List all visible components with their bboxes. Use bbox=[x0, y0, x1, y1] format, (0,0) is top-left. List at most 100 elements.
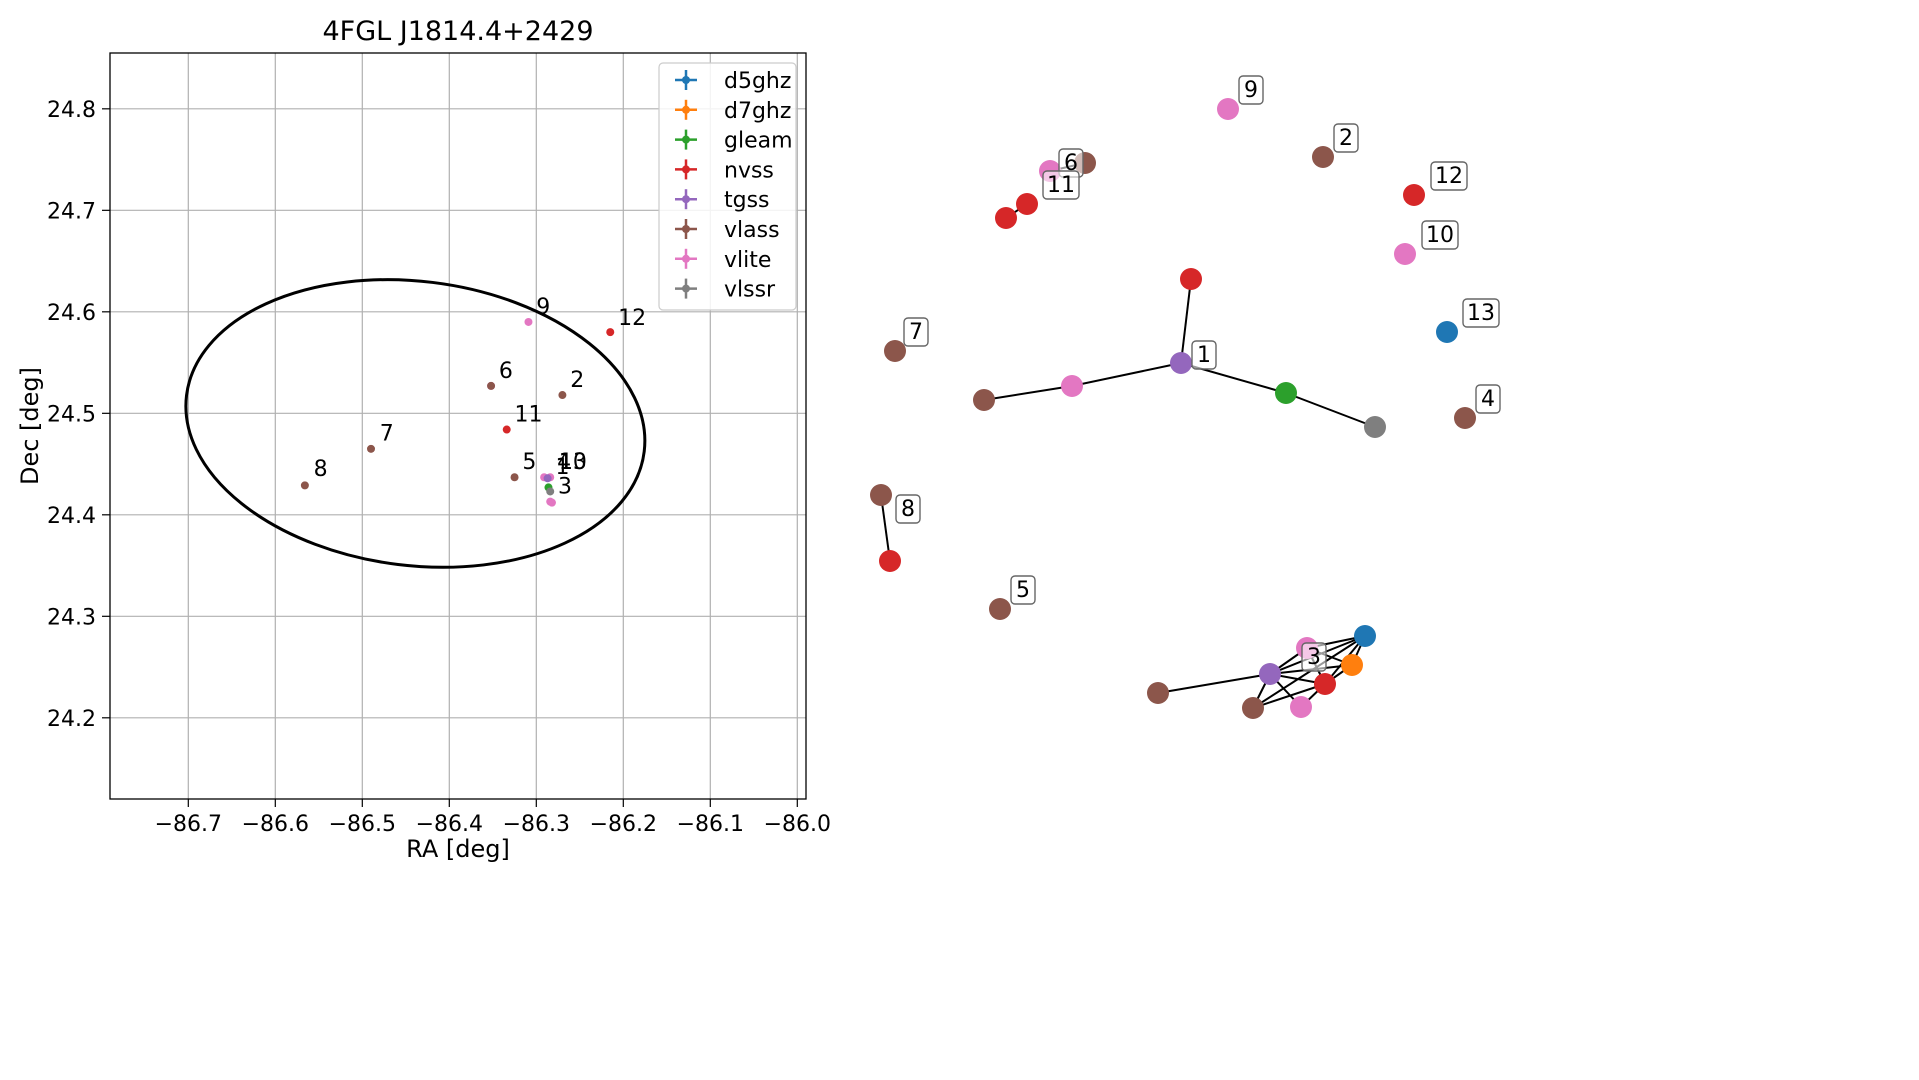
x-tick-label: −86.6 bbox=[242, 812, 309, 837]
graph-label-box bbox=[903, 317, 929, 347]
graph-label-box bbox=[1430, 161, 1468, 191]
graph-label-text: 2 bbox=[1339, 126, 1353, 151]
graph-label-box bbox=[1191, 340, 1217, 370]
x-tick-label: −86.0 bbox=[764, 812, 831, 837]
legend-entry-tgss: tgss bbox=[675, 188, 770, 213]
network-edge bbox=[1157, 673, 1271, 694]
network-node bbox=[1312, 146, 1334, 168]
network-node bbox=[1275, 382, 1297, 404]
graph-label-text: 11 bbox=[1047, 173, 1075, 198]
data-point bbox=[367, 444, 375, 453]
legend-marker bbox=[682, 284, 690, 293]
association-network: 9 2 611 12 10 13 7 1 4 8 5 3 bbox=[870, 75, 1501, 719]
data-point bbox=[502, 425, 511, 434]
network-edge bbox=[1180, 278, 1192, 364]
point-label: 3 bbox=[558, 474, 572, 499]
point-label: 11 bbox=[515, 402, 543, 427]
legend-entry-d7ghz: d7ghz bbox=[675, 99, 791, 124]
x-tick-label: −86.2 bbox=[590, 812, 657, 837]
graph-label-text: 7 bbox=[909, 320, 923, 345]
network-edge bbox=[983, 385, 1073, 401]
y-axis-label: Dec [deg] bbox=[16, 367, 44, 485]
y-tick-label: 24.4 bbox=[47, 504, 96, 529]
legend-label: vlssr bbox=[724, 278, 776, 303]
legend: d5ghz d7ghz gleam nvss tgss vlass vlite vlssr bbox=[658, 62, 797, 311]
point-label: 9 bbox=[536, 295, 550, 320]
x-axis-label: RA [deg] bbox=[406, 835, 510, 863]
network-edge bbox=[1071, 362, 1182, 387]
legend-marker bbox=[682, 76, 690, 84]
network-edge bbox=[1252, 635, 1366, 709]
data-point bbox=[547, 498, 556, 507]
graph-node-label: 12 bbox=[1430, 161, 1468, 191]
point-label: 2 bbox=[570, 368, 584, 393]
graph-node-label: 7 bbox=[903, 317, 929, 347]
graph-label-box bbox=[1333, 123, 1359, 153]
graph-label-box bbox=[1301, 642, 1327, 672]
graph-label-box bbox=[895, 494, 921, 524]
y-tick-label: 24.8 bbox=[47, 98, 96, 123]
network-node bbox=[1061, 375, 1083, 397]
network-edge bbox=[1285, 392, 1376, 428]
network-edge bbox=[880, 494, 891, 562]
data-point bbox=[558, 391, 567, 400]
x-tick-label: −86.4 bbox=[416, 812, 483, 837]
graph-node-label: 2 bbox=[1333, 123, 1359, 153]
graph-label-box bbox=[1421, 220, 1459, 250]
point-label: 4 bbox=[557, 450, 571, 475]
network-node bbox=[1364, 416, 1386, 438]
y-tick-label: 24.7 bbox=[47, 199, 96, 224]
point-label: 7 bbox=[380, 422, 394, 447]
graph-label-box bbox=[1462, 298, 1500, 328]
network-node bbox=[1180, 268, 1202, 290]
network-node bbox=[989, 598, 1011, 620]
y-axis-ticks: 24.2 24.3 24.4 24.5 24.6 24.7 24.8 bbox=[47, 98, 110, 732]
legend-marker bbox=[682, 225, 690, 233]
point-label: 1 bbox=[555, 455, 569, 480]
x-tick-label: −86.1 bbox=[677, 812, 744, 837]
y-tick-label: 24.5 bbox=[47, 402, 96, 427]
network-node bbox=[1170, 352, 1192, 374]
graph-label-text: 6 bbox=[1064, 151, 1078, 176]
data-point bbox=[543, 474, 552, 483]
data-point bbox=[510, 473, 519, 482]
network-node bbox=[1217, 98, 1239, 120]
graph-node-label: 6 bbox=[1058, 148, 1084, 178]
data-point bbox=[606, 328, 615, 337]
graph-node-label: 13 bbox=[1462, 298, 1500, 328]
localization-ellipse bbox=[184, 278, 647, 569]
network-node bbox=[1290, 696, 1312, 718]
point-label: 5 bbox=[522, 450, 536, 475]
network-node bbox=[1394, 243, 1416, 265]
graph-node-label: 3 bbox=[1301, 642, 1327, 672]
graph-label-text: 5 bbox=[1016, 578, 1030, 603]
graph-node-label: 9 bbox=[1238, 75, 1264, 105]
graph-node-label: 10 bbox=[1421, 220, 1459, 250]
network-node bbox=[973, 389, 995, 411]
legend-label: nvss bbox=[724, 158, 774, 183]
network-node bbox=[1436, 321, 1458, 343]
network-node bbox=[879, 550, 901, 572]
graph-node-label: 5 bbox=[1010, 575, 1036, 605]
network-node bbox=[1147, 682, 1169, 704]
network-node bbox=[1454, 407, 1476, 429]
point-label: 13 bbox=[559, 450, 587, 475]
legend-label: gleam bbox=[724, 129, 793, 154]
graph-label-text: 3 bbox=[1307, 645, 1321, 670]
network-edge bbox=[1252, 683, 1326, 709]
graph-label-text: 10 bbox=[1426, 223, 1454, 248]
data-point bbox=[300, 481, 309, 490]
graph-label-text: 8 bbox=[901, 497, 915, 522]
legend-label: vlass bbox=[724, 218, 780, 243]
graph-node-label: 11 bbox=[1042, 170, 1080, 200]
legend-label: d7ghz bbox=[724, 99, 791, 124]
graph-label-text: 12 bbox=[1435, 164, 1463, 189]
graph-label-box bbox=[1010, 575, 1036, 605]
network-node bbox=[995, 207, 1017, 229]
y-tick-label: 24.3 bbox=[47, 605, 96, 630]
graph-node-label: 1 bbox=[1191, 340, 1217, 370]
network-node bbox=[1016, 193, 1038, 215]
